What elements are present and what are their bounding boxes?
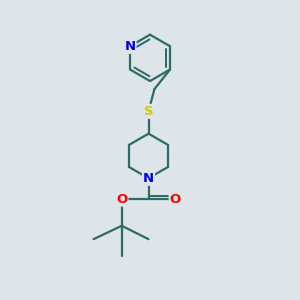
Text: N: N: [143, 172, 154, 185]
Text: O: O: [169, 193, 181, 206]
Text: N: N: [124, 40, 136, 53]
Text: O: O: [116, 193, 128, 206]
Text: S: S: [144, 105, 153, 118]
